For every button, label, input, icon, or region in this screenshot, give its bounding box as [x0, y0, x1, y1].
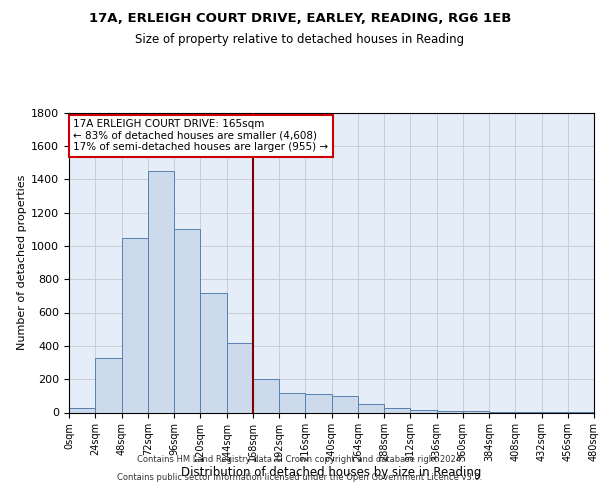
Bar	[253, 379, 279, 412]
Bar	[305, 394, 331, 412]
Text: Contains public sector information licensed under the Open Government Licence v3: Contains public sector information licen…	[118, 472, 482, 482]
Bar	[384, 408, 410, 412]
Bar	[95, 358, 121, 412]
Text: 17A, ERLEIGH COURT DRIVE, EARLEY, READING, RG6 1EB: 17A, ERLEIGH COURT DRIVE, EARLEY, READIN…	[89, 12, 511, 26]
Bar	[121, 238, 148, 412]
Y-axis label: Number of detached properties: Number of detached properties	[17, 175, 27, 350]
Bar	[174, 229, 200, 412]
Text: Contains HM Land Registry data © Crown copyright and database right 2024.: Contains HM Land Registry data © Crown c…	[137, 455, 463, 464]
X-axis label: Distribution of detached houses by size in Reading: Distribution of detached houses by size …	[181, 466, 482, 478]
Text: 17A ERLEIGH COURT DRIVE: 165sqm
← 83% of detached houses are smaller (4,608)
17%: 17A ERLEIGH COURT DRIVE: 165sqm ← 83% of…	[73, 119, 329, 152]
Bar	[331, 396, 358, 412]
Bar	[358, 404, 384, 412]
Bar	[69, 408, 95, 412]
Bar	[463, 411, 489, 412]
Bar	[227, 342, 253, 412]
Bar	[200, 292, 227, 412]
Text: Size of property relative to detached houses in Reading: Size of property relative to detached ho…	[136, 32, 464, 46]
Bar	[410, 410, 437, 412]
Bar	[437, 411, 463, 412]
Bar	[279, 392, 305, 412]
Bar	[148, 171, 174, 412]
